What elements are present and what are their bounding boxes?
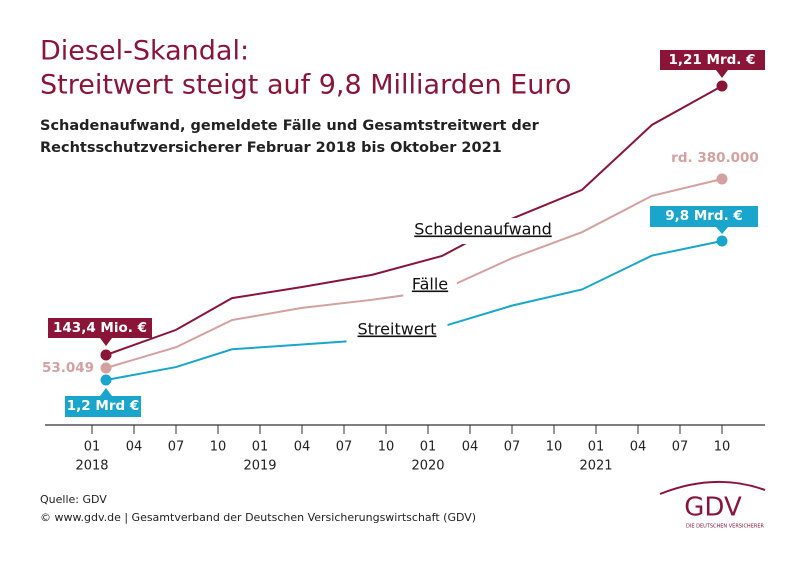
chart-title: Diesel-Skandal: xyxy=(40,36,249,67)
x-year-label: 2018 xyxy=(75,459,108,474)
logo-arc xyxy=(659,480,766,495)
x-tick-label: 01 xyxy=(588,440,605,455)
x-year-label: 2021 xyxy=(579,459,612,474)
value-label: rd. 380.000 xyxy=(671,150,759,166)
value-label: 1,2 Mrd € xyxy=(67,398,139,414)
value-label-box xyxy=(660,50,765,70)
x-tick-label: 01 xyxy=(252,440,269,455)
value-label-pointer xyxy=(716,70,728,78)
value-label: 1,21 Mrd. € xyxy=(669,52,756,68)
x-tick-label: 04 xyxy=(126,440,143,455)
x-tick-label: 04 xyxy=(462,440,479,455)
x-tick-label: 04 xyxy=(294,440,311,455)
series-label-bg xyxy=(403,273,457,299)
series-label-bg xyxy=(413,218,553,244)
subtitle: Schadenaufwand, gemeldete Fälle und Gesa… xyxy=(40,118,540,134)
series-line xyxy=(105,85,723,356)
value-label: 9,8 Mrd. € xyxy=(665,208,743,224)
x-tick-label: 07 xyxy=(672,440,689,455)
series-label: Fälle xyxy=(412,275,448,294)
value-label-box xyxy=(65,396,141,417)
x-tick-label: 10 xyxy=(714,440,731,455)
value-label-box xyxy=(650,206,758,227)
logo: GDV xyxy=(684,493,742,523)
value-label: 143,4 Mio. € xyxy=(53,320,147,336)
logo-tagline: DIE DEUTSCHEN VERSICHERER xyxy=(686,524,764,530)
x-tick-label: 04 xyxy=(630,440,647,455)
value-label: 53.049 xyxy=(42,360,94,376)
x-tick-label: 07 xyxy=(504,440,521,455)
series-label-bg xyxy=(346,318,448,344)
x-tick-label: 07 xyxy=(336,440,353,455)
x-year-label: 2019 xyxy=(243,459,276,474)
series-label: Schadenaufwand xyxy=(414,220,552,239)
x-tick-label: 01 xyxy=(84,440,101,455)
x-tick-label: 01 xyxy=(420,440,437,455)
data-point xyxy=(100,362,112,374)
data-point xyxy=(716,235,728,247)
chart-title: Streitwert steigt auf 9,8 Milliarden Eur… xyxy=(40,70,571,101)
x-tick-label: 10 xyxy=(378,440,395,455)
value-label-pointer xyxy=(716,227,728,234)
x-tick-label: 07 xyxy=(168,440,185,455)
data-point xyxy=(716,173,728,185)
data-point xyxy=(716,80,728,92)
x-tick-label: 10 xyxy=(210,440,227,455)
data-point xyxy=(100,374,112,386)
series-label: Streitwert xyxy=(358,320,437,339)
subtitle: Rechtsschutzversicherer Februar 2018 bis… xyxy=(40,140,502,156)
value-label-box xyxy=(48,318,152,338)
value-label-pointer xyxy=(100,338,112,346)
x-year-label: 2020 xyxy=(411,459,444,474)
x-tick-label: 10 xyxy=(546,440,563,455)
source: © www.gdv.de | Gesamtverband der Deutsch… xyxy=(40,511,476,524)
data-point xyxy=(100,349,112,361)
value-label-pointer xyxy=(100,388,112,396)
source: Quelle: GDV xyxy=(40,493,107,506)
